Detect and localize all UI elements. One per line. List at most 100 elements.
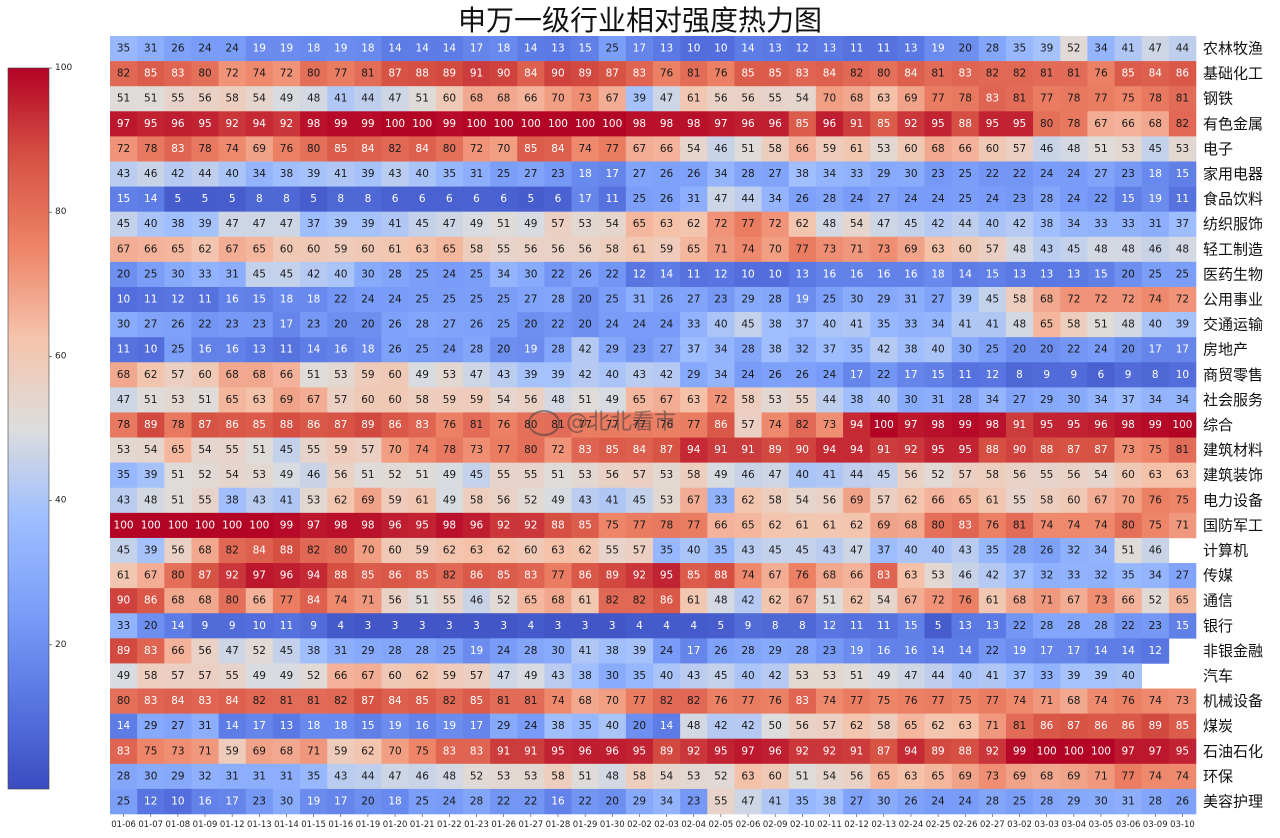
cell-value: 67 <box>225 243 238 255</box>
heatmap-cell <box>870 211 898 238</box>
cell-value: 37 <box>877 544 890 556</box>
heatmap-cell <box>544 362 572 388</box>
cell-value: 86 <box>1121 720 1135 732</box>
cell-value: 54 <box>253 93 267 105</box>
cell-value: 30 <box>877 795 890 807</box>
heatmap-cell <box>897 111 925 137</box>
cell-value: 22 <box>986 168 999 180</box>
cell-value: 83 <box>144 645 157 657</box>
cell-value: 97 <box>904 419 917 431</box>
cell-value: 81 <box>361 68 374 80</box>
cell-value: 85 <box>606 444 619 456</box>
cell-value: 98 <box>660 118 673 130</box>
cell-value: 31 <box>225 268 238 280</box>
cell-value: 87 <box>334 419 347 431</box>
cell-value: 63 <box>877 93 890 105</box>
heatmap-cell <box>408 286 437 313</box>
cell-value: 91 <box>524 745 537 757</box>
heatmap-cell <box>327 312 355 338</box>
cell-value: 66 <box>959 143 973 155</box>
cell-value: 72 <box>1067 294 1080 306</box>
cell-value: 92 <box>633 570 646 582</box>
cell-value: 15 <box>578 43 591 55</box>
heatmap-cell <box>1033 312 1061 338</box>
cell-value: 40 <box>660 670 673 682</box>
heatmap-cell <box>571 36 599 62</box>
cell-value: 58 <box>687 469 700 481</box>
cell-value: 48 <box>443 770 456 782</box>
cell-value: 17 <box>606 168 619 180</box>
row-labels: 农林牧渔基础化工钢铁有色金属电子家用电器食品饮料纺织服饰轻工制造医药生物公用事业… <box>1203 40 1263 811</box>
heatmap-cell <box>1060 286 1088 313</box>
cell-value: 39 <box>1040 43 1053 55</box>
cell-value: 40 <box>1121 670 1134 682</box>
cell-value: 45 <box>470 469 483 481</box>
heatmap-cell <box>110 236 138 263</box>
heatmap-cell <box>354 86 382 112</box>
cell-value: 100 <box>1064 745 1084 757</box>
cell-value: 45 <box>280 645 293 657</box>
cell-value: 5 <box>202 193 209 205</box>
cell-value: 28 <box>470 795 483 807</box>
cell-value: 70 <box>823 93 836 105</box>
cell-value: 77 <box>551 570 564 582</box>
cell-value: 65 <box>1176 595 1189 607</box>
cell-value: 13 <box>1040 268 1053 280</box>
heatmap-cell <box>870 261 898 288</box>
cell-value: 38 <box>796 168 809 180</box>
cell-value: 18 <box>1149 168 1162 180</box>
cell-value: 85 <box>497 570 510 582</box>
heatmap-cell <box>164 61 192 87</box>
cell-value: 80 <box>307 68 320 80</box>
cell-value: 52 <box>198 469 211 481</box>
heatmap-cell <box>381 186 409 212</box>
cell-value: 54 <box>497 394 511 406</box>
chart-title: 申万一级行业相对强度热力图 <box>457 4 822 37</box>
heatmap-cell <box>490 61 518 87</box>
heatmap-cell <box>1141 236 1170 263</box>
heatmap-cell <box>653 236 681 263</box>
cell-value: 77 <box>497 444 510 456</box>
cell-value: 68 <box>850 93 863 105</box>
cell-value: 44 <box>1176 43 1190 55</box>
heatmap-cell <box>462 261 491 288</box>
heatmap-cell <box>815 136 844 162</box>
cell-value: 22 <box>524 795 537 807</box>
cell-value: 15 <box>117 193 130 205</box>
cell-value: 17 <box>578 193 591 205</box>
heatmap-cell <box>300 161 328 187</box>
cell-value: 80 <box>524 444 537 456</box>
cell-value: 67 <box>1094 118 1107 130</box>
cell-value: 77 <box>633 695 646 707</box>
heatmap-cell <box>1141 337 1170 363</box>
heatmap-cell <box>598 261 627 288</box>
cell-value: 11 <box>877 43 890 55</box>
cell-value: 70 <box>361 544 374 556</box>
heatmap-cell <box>245 261 274 288</box>
cell-value: 68 <box>497 93 510 105</box>
cell-value: 47 <box>225 218 238 230</box>
heatmap-cell <box>653 136 681 162</box>
cell-value: 75 <box>1121 93 1134 105</box>
cell-value: 15 <box>1094 268 1107 280</box>
column-label: 02-09 <box>763 820 788 830</box>
heatmap-cell <box>1060 36 1088 62</box>
cell-value: 48 <box>687 720 700 732</box>
heatmap-cell <box>1060 111 1088 137</box>
heatmap-cell <box>734 36 762 62</box>
heatmap-cell <box>843 111 871 137</box>
cell-value: 28 <box>1040 193 1053 205</box>
cell-value: 41 <box>768 795 781 807</box>
heatmap-cell <box>761 312 790 338</box>
heatmap-cell <box>191 387 219 413</box>
heatmap-cell <box>598 61 627 87</box>
cell-value: 58 <box>470 243 483 255</box>
heatmap-cell <box>1060 337 1088 363</box>
heatmap-cell <box>137 362 165 388</box>
cell-value: 70 <box>1121 494 1134 506</box>
cell-value: 83 <box>470 745 483 757</box>
cell-value: 34 <box>253 168 267 180</box>
heatmap-cell <box>571 136 599 162</box>
cell-value: 61 <box>823 519 836 531</box>
cell-value: 35 <box>850 344 863 356</box>
